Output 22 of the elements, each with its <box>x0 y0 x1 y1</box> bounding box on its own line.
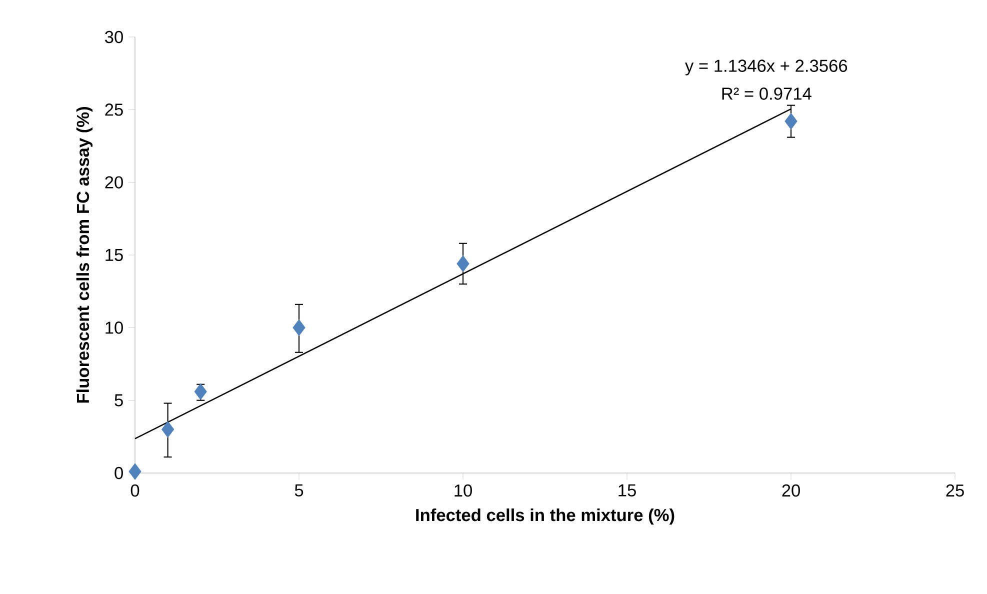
y-tick-label: 15 <box>106 248 123 262</box>
x-tick-label: 0 <box>130 484 140 497</box>
x-tick-label: 20 <box>782 484 800 497</box>
y-tick-label: 20 <box>105 176 123 188</box>
x-tick-label: 5 <box>294 484 304 496</box>
x-tick-label: 15 <box>618 484 636 496</box>
y-tick-label: 0 <box>114 466 123 480</box>
x-tick-label: 25 <box>946 484 964 497</box>
point <box>162 421 174 438</box>
point <box>128 463 142 480</box>
y-tick-label: 5 <box>114 394 123 406</box>
y-tick-label: 10 <box>106 322 123 334</box>
x-tick-label: 10 <box>454 484 472 497</box>
y-axis-title: Fluorescent cells from FC assay (%) <box>76 107 93 403</box>
y-tick-label: 25 <box>105 104 123 116</box>
point <box>784 113 798 130</box>
point <box>292 319 306 336</box>
annotation: y = 1.1346x + 2.3566 <box>685 60 848 76</box>
y-tick-label: 30 <box>105 30 123 44</box>
point <box>456 255 470 272</box>
x-axis-title: Infected cells in the mixture (%) <box>416 508 674 525</box>
annotation: R² = 0.9714 <box>722 88 812 100</box>
